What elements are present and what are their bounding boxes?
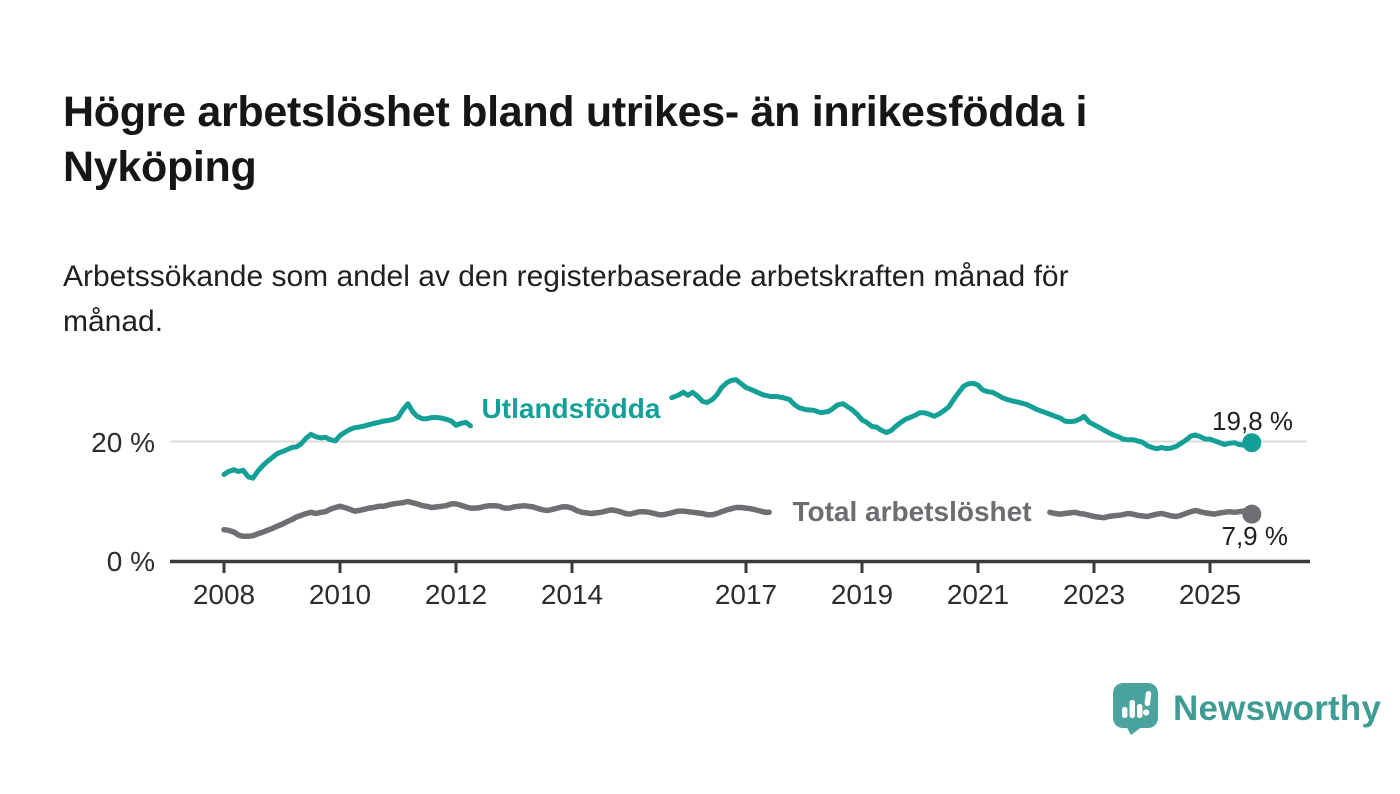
logo-exclamation-mark [1143,691,1152,716]
page-title-line-2: Nyköping [63,142,257,191]
brand-name: Newsworthy [1173,689,1382,728]
x-axis-label-2023: 2023 [1063,579,1125,610]
series-end-dot-0 [1242,433,1262,453]
page-title: Högre arbetslöshet bland utrikes- än inr… [63,85,1263,195]
x-axis-tick-labels: 2008 2010 2012 2014 2017 2019 2021 2023 2025 [193,579,1241,610]
page-subtitle-line-2: månad. [63,305,164,338]
logo-bar-3 [1137,704,1143,718]
x-axis-ticks [222,561,1212,573]
brand-footer: Newsworthy [1112,682,1381,736]
value-label-total-arbetsloshet: 7,9 % [1222,521,1289,551]
x-axis-label-2014: 2014 [541,579,603,610]
series-label-utlandsfodda: Utlandsfödda [482,393,661,424]
logo-bar-2 [1129,700,1135,718]
value-label-utlandsfodda: 19,8 % [1212,406,1293,436]
series-line-0-segment-0 [221,401,473,481]
page-title-line-1: Högre arbetslöshet bland utrikes- än inr… [63,87,1088,136]
page-subtitle: Arbetssökande som andel av den registerb… [63,254,1263,344]
series-line-1-segment-1 [1047,507,1255,521]
logo-bar-1 [1122,707,1128,718]
y-axis-label-0-percent: 0 % [107,546,155,577]
series-end-dot-1 [1242,504,1262,524]
series-lines [221,377,1262,540]
x-axis-label-2008: 2008 [193,579,255,610]
page-subtitle-line-1: Arbetssökande som andel av den registerb… [63,260,1069,293]
series-line-0-segment-1 [669,377,1255,452]
x-axis-label-2010: 2010 [309,579,371,610]
y-axis-label-20-percent: 20 % [91,427,155,458]
x-axis-label-2012: 2012 [425,579,487,610]
x-axis-label-2021: 2021 [947,579,1009,610]
newsworthy-logo-icon [1113,683,1158,735]
series-label-total-arbetsloshet: Total arbetslöshet [792,496,1031,527]
x-axis-label-2019: 2019 [831,579,893,610]
x-axis-label-2017: 2017 [715,579,777,610]
series-line-1-segment-0 [221,498,772,540]
x-axis-label-2025: 2025 [1179,579,1241,610]
